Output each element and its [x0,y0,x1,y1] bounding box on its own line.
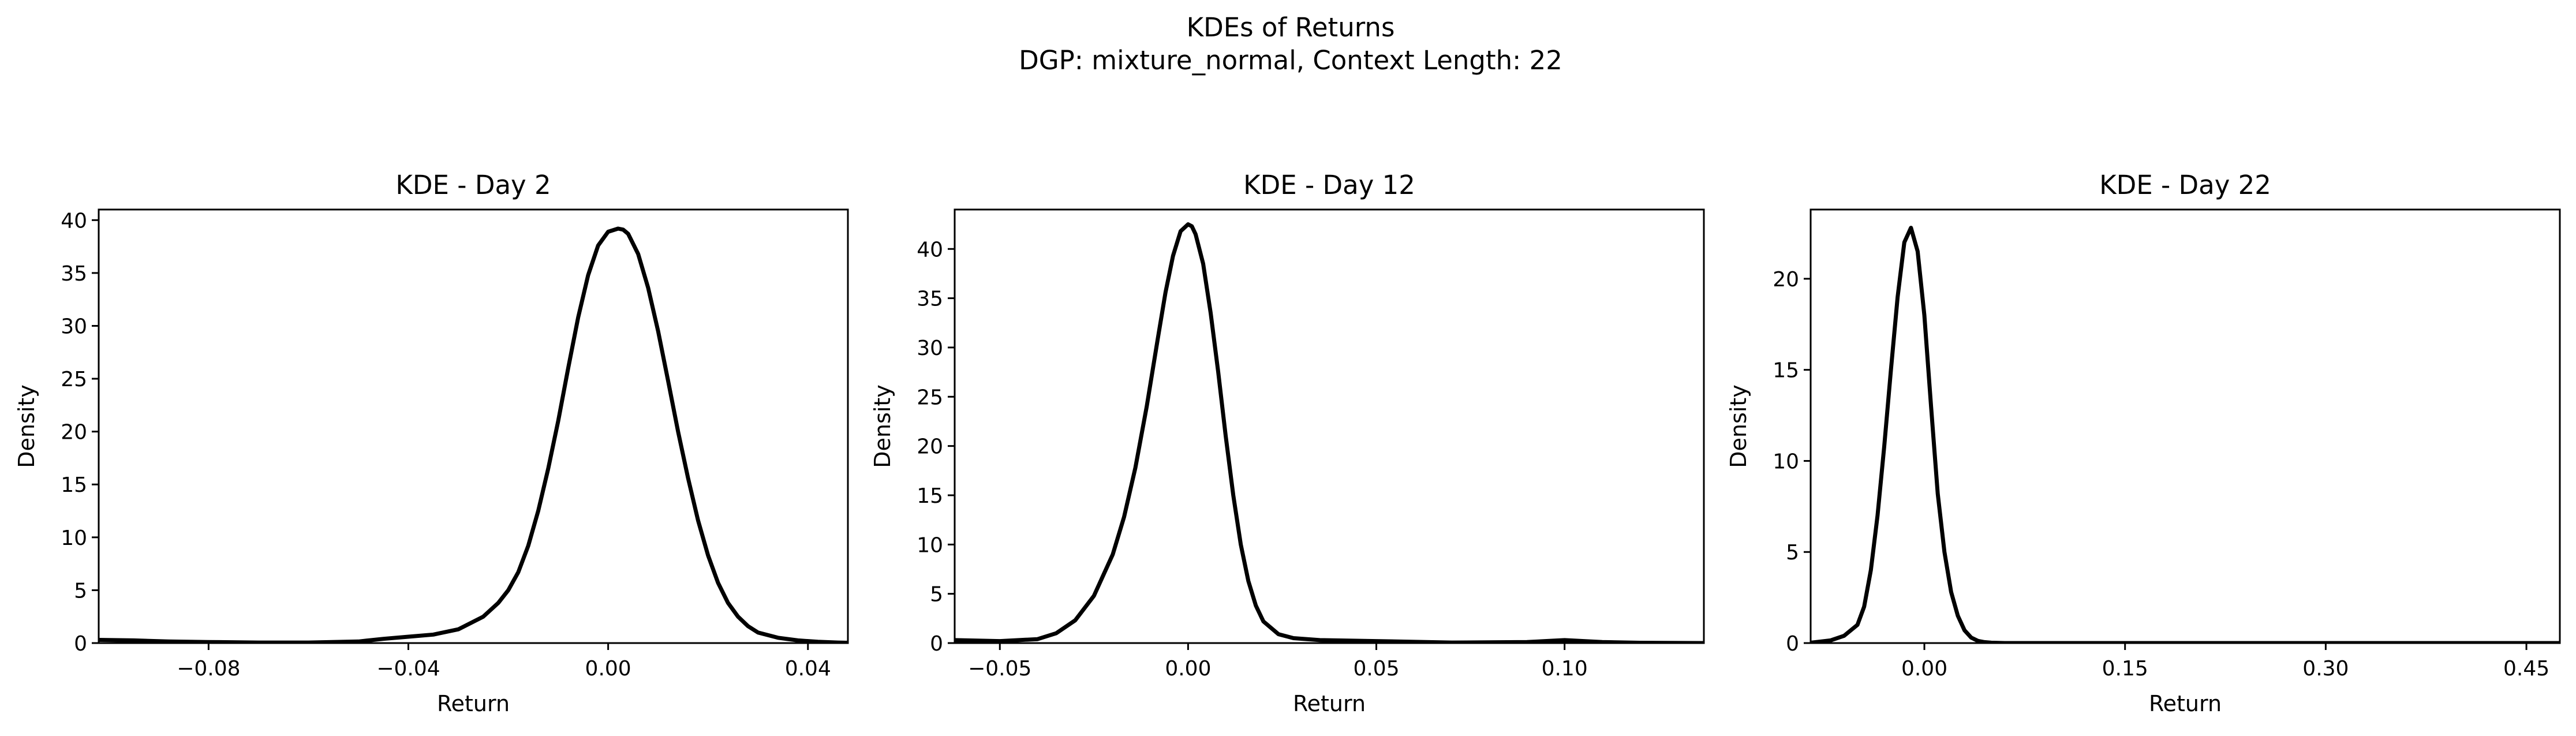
y-tick-label: 15 [1773,359,1799,383]
y-tick-label: 30 [917,337,943,360]
x-tick-label: 0.30 [2302,657,2349,681]
chart-panels: KDE - Day 2 −0.08 −0.04 0.00 0.04 0 5 10 15 20 25 3… [14,170,2561,716]
figure-title: KDEs of Returns [1187,12,1395,43]
y-tick-label: 40 [61,209,87,233]
y-tick-label: 20 [1773,268,1799,292]
x-tick-label: −0.04 [376,657,440,681]
x-tick-label: 0.00 [585,657,631,681]
y-tick-label: 25 [61,368,87,391]
panel-title: KDE - Day 2 [395,170,551,200]
y-tick-label: 40 [917,238,943,261]
y-tick-label: 10 [1773,450,1799,473]
kde-curve [955,222,1704,643]
y-axis-label: Density [870,384,895,468]
y-tick-label: 15 [917,484,943,508]
axes-frame [98,208,849,644]
y-tick-label: 25 [917,386,943,409]
axes-frame [1809,208,2561,644]
x-tick-label: 0.04 [785,657,831,681]
y-tick-label: 15 [61,473,87,497]
chart-panel-2: KDE - Day 12 −0.05 0.00 0.05 0.10 0 5 10 15 20 25 3… [870,170,1705,716]
y-tick-label: 5 [74,579,87,603]
x-tick-label: −0.08 [177,657,240,681]
chart-panel-1: KDE - Day 2 −0.08 −0.04 0.00 0.04 0 5 10 15 20 25 3… [14,170,849,716]
x-tick-label: −0.05 [968,657,1031,681]
axes-frame [954,208,1705,644]
y-tick-label: 10 [917,533,943,557]
panel-title: KDE - Day 22 [2099,170,2271,200]
y-tick-label: 5 [1786,541,1799,565]
y-tick-label: 0 [1786,632,1799,656]
x-tick-label: 0.15 [2102,657,2148,681]
x-axis-label: Return [2149,691,2222,716]
y-tick-label: 20 [917,435,943,459]
figure-subtitle: DGP: mixture_normal, Context Length: 22 [1019,45,1562,76]
x-axis-label: Return [1293,691,1366,716]
chart-panel-3: KDE - Day 22 0.00 0.15 0.30 0.45 0 5 10 15 20 Retu… [1726,170,2561,716]
x-tick-label: 0.00 [1901,657,1947,681]
x-axis-label: Return [437,691,510,716]
y-tick-label: 30 [61,315,87,338]
x-tick-label: 0.05 [1353,657,1399,681]
x-tick-label: 0.45 [2503,657,2549,681]
y-axis-label: Density [14,384,39,468]
y-tick-label: 20 [61,421,87,444]
y-tick-label: 0 [930,632,943,656]
y-tick-label: 35 [61,262,87,286]
x-tick-label: 0.00 [1165,657,1211,681]
kde-curve [99,226,848,643]
y-axis-label: Density [1726,384,1751,468]
y-tick-label: 10 [61,526,87,550]
x-tick-label: 0.10 [1542,657,1588,681]
panel-title: KDE - Day 12 [1243,170,1415,200]
y-tick-label: 5 [930,583,943,607]
y-tick-label: 35 [917,287,943,311]
y-tick-label: 0 [74,632,87,656]
